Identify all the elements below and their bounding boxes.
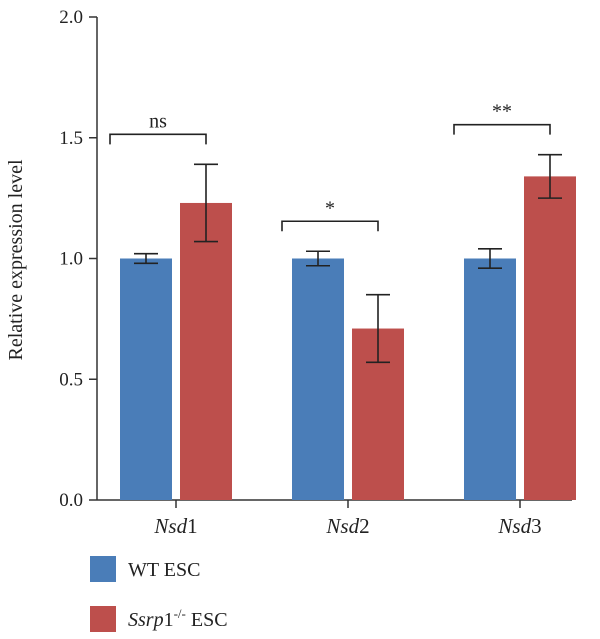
x-axis: Nsd1 Nsd2 Nsd3	[97, 499, 572, 538]
error-bar	[366, 293, 390, 364]
legend-swatch	[90, 556, 116, 582]
error-bar	[306, 250, 330, 267]
x-tick-label: Nsd1	[153, 514, 197, 538]
y-tick-label: 1.5	[59, 128, 83, 149]
error-bar	[538, 153, 562, 199]
significance-label: ns	[149, 110, 167, 132]
error-bar	[478, 248, 502, 269]
legend-item: Ssrp1-/- ESC	[90, 606, 228, 632]
x-tick-label: Nsd3	[497, 514, 541, 538]
y-tick-label: 0.5	[59, 369, 83, 390]
legend-swatch	[90, 606, 116, 632]
significance-bracket: *	[281, 197, 379, 232]
error-bar	[194, 163, 218, 243]
y-tick-label: 1.0	[59, 249, 83, 270]
significance-bracket: **	[453, 101, 551, 135]
y-axis-title: Relative expression level	[5, 159, 27, 360]
bar-wt-nsd2	[292, 258, 344, 500]
bars	[120, 153, 576, 500]
bar-wt-nsd3	[464, 258, 516, 500]
y-tick-label: 2.0	[59, 7, 83, 28]
significance-bracket: ns	[109, 110, 207, 145]
significance-label: *	[325, 197, 335, 219]
legend-item: WT ESC	[90, 556, 200, 582]
error-bar	[134, 252, 158, 265]
significance-brackets: ns***	[109, 101, 551, 232]
y-axis: 0.0 0.5 1.0 1.5 2.0	[59, 7, 98, 511]
bar-ssrp1-nsd1	[180, 202, 232, 500]
legend-label: Ssrp1-/- ESC	[128, 606, 228, 631]
legend: WT ESC Ssrp1-/- ESC	[90, 556, 228, 632]
x-tick-label: Nsd2	[325, 514, 369, 538]
bar-ssrp1-nsd3	[524, 176, 576, 500]
y-tick-label: 0.0	[59, 490, 83, 511]
bar-wt-nsd1	[120, 258, 172, 500]
significance-label: **	[492, 101, 512, 123]
legend-label: WT ESC	[128, 559, 200, 581]
